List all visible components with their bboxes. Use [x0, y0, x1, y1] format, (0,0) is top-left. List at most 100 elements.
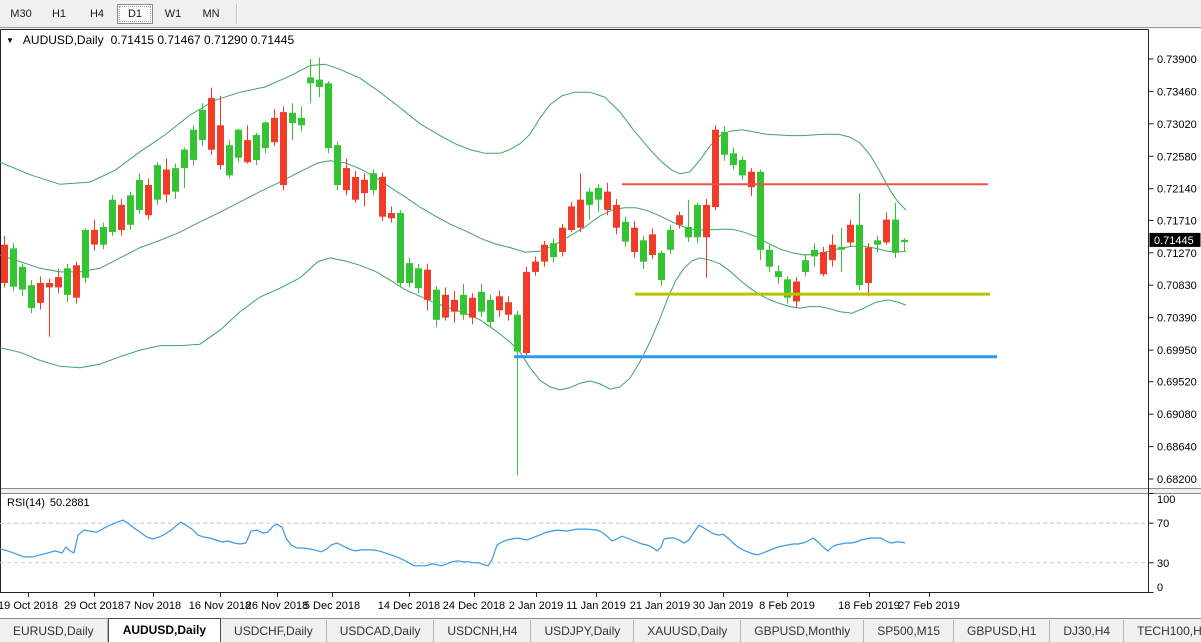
candle-body	[757, 171, 764, 250]
timeframe-button-w1[interactable]: W1	[164, 7, 182, 20]
candle-body	[163, 169, 170, 195]
candle-body	[523, 271, 530, 353]
candle-body	[10, 248, 17, 287]
candle-body	[154, 165, 161, 200]
candle-body	[856, 224, 863, 286]
candle-body	[73, 265, 80, 298]
rsi-indicator-label: RSI(14) 50.2881	[7, 497, 90, 509]
candle-body	[289, 112, 296, 124]
bollinger-upper-band	[0, 63, 907, 211]
candle-body	[631, 227, 638, 252]
pane-splitter[interactable]	[0, 488, 1201, 494]
date-axis-label: 5 Dec 2018	[304, 600, 360, 612]
tab-audusd-daily[interactable]: AUDUSD,Daily	[107, 618, 222, 642]
rsi-axis-label: 30	[1157, 558, 1169, 570]
candle-body	[253, 134, 260, 160]
candle-body	[451, 299, 458, 312]
current-price-badge	[1149, 232, 1201, 247]
candle-body	[361, 179, 368, 194]
rsi-value: 50.2881	[49, 497, 90, 509]
candle-body	[199, 109, 206, 140]
rsi-name: RSI(14)	[7, 497, 45, 509]
candle-body	[109, 199, 116, 233]
current-price-text: 0.71445	[1154, 235, 1194, 247]
date-axis-label: 26 Nov 2018	[246, 600, 308, 612]
candle-body	[586, 191, 593, 205]
candle-body	[190, 129, 197, 160]
chart-background	[0, 29, 1201, 618]
price-axis-label: 0.69950	[1157, 345, 1197, 357]
candle-body	[703, 204, 710, 238]
price-axis-label: 0.71710	[1157, 215, 1197, 227]
candle-body	[37, 283, 44, 303]
date-axis-label: 11 Jan 2019	[566, 600, 626, 612]
price-chart-svg[interactable]: 0.73900 0.73460 0.73020 0.72580 0.72140 0.717…	[0, 29, 1201, 618]
date-axis-label: 2 Jan 2019	[509, 600, 563, 612]
candle-body	[820, 252, 827, 275]
rsi-axis-label: 70	[1157, 518, 1169, 530]
date-axis-label: 27 Feb 2019	[898, 600, 960, 612]
timeframe-button-h1[interactable]: H1	[51, 7, 67, 20]
price-axis-label: 0.69080	[1157, 409, 1197, 421]
candle-body	[721, 131, 728, 155]
tab-xauusd-daily[interactable]: XAUUSD,Daily	[634, 620, 742, 642]
symbol-tabbar: EURUSD,Daily AUDUSD,Daily USDCHF,Daily USDC…	[0, 618, 1201, 642]
tab-tech100-h1[interactable]: TECH100,H1	[1124, 620, 1201, 642]
price-axis-label: 0.70390	[1157, 313, 1197, 325]
candle-body	[397, 213, 404, 283]
timeframe-button-mn[interactable]: MN	[202, 7, 220, 20]
candle-body	[694, 204, 701, 238]
symbol-dropdown-icon[interactable]: ▼	[6, 35, 14, 45]
candle-body	[91, 229, 98, 245]
candle-body	[172, 168, 179, 192]
candle-body	[388, 213, 395, 219]
candle-body	[559, 227, 566, 252]
price-axis-label: 0.69520	[1157, 377, 1197, 389]
tab-gbpusd-monthly[interactable]: GBPUSD,Monthly	[741, 620, 865, 642]
candle-body	[370, 173, 377, 191]
timeframe-toolbar: M30 H1 H4 D1 W1 MN	[0, 0, 1201, 28]
tab-sp500-m15[interactable]: SP500,M15	[864, 620, 955, 642]
candle-body	[730, 153, 737, 166]
candle-body	[658, 252, 665, 281]
candle-body	[379, 176, 386, 217]
timeframe-button-h4[interactable]: H4	[89, 7, 105, 20]
candle-body	[244, 140, 251, 163]
candle-body	[829, 244, 836, 261]
tab-usdjpy-daily[interactable]: USDJPY,Daily	[531, 620, 635, 642]
timeframe-button-m30[interactable]: M30	[10, 7, 32, 20]
candle-body	[712, 129, 719, 208]
candle-body	[604, 191, 611, 210]
candle-body	[685, 227, 692, 238]
candle-body	[505, 302, 512, 315]
candle-body	[478, 291, 485, 312]
tab-eurusd-daily[interactable]: EURUSD,Daily	[0, 620, 108, 642]
chart-area[interactable]: 0.73900 0.73460 0.73020 0.72580 0.72140 0.717…	[0, 29, 1201, 618]
price-axis-label: 0.68200	[1157, 474, 1197, 486]
candle-body	[28, 285, 35, 308]
tab-dj30-h4[interactable]: DJ30,H4	[1050, 620, 1125, 642]
tab-usdcad-daily[interactable]: USDCAD,Daily	[327, 620, 435, 642]
rsi-axis-label: 0	[1157, 582, 1163, 594]
timeframe-button-d1[interactable]: D1	[117, 3, 153, 24]
candle-body	[613, 204, 620, 228]
candle-body	[433, 289, 440, 320]
candle-body	[802, 260, 809, 272]
chart-ohlc-values: 0.71415 0.71467 0.71290 0.71445	[110, 33, 295, 47]
tab-usdchf-daily[interactable]: USDCHF,Daily	[221, 620, 327, 642]
candle-body	[667, 229, 674, 250]
candle-body	[766, 249, 773, 267]
candle-body	[676, 215, 683, 225]
toolbar-separator	[236, 3, 238, 24]
candle-body	[550, 243, 557, 258]
candle-body	[226, 145, 233, 176]
candle-body	[577, 199, 584, 228]
candle-body	[748, 171, 755, 188]
tab-gbpusd-h1[interactable]: GBPUSD,H1	[954, 620, 1051, 642]
date-axis-label: 8 Feb 2019	[759, 600, 815, 612]
tab-usdcnh-h4[interactable]: USDCNH,H4	[434, 620, 532, 642]
candle-body	[352, 176, 359, 200]
candle-body	[64, 268, 71, 295]
candle-body	[901, 239, 908, 243]
